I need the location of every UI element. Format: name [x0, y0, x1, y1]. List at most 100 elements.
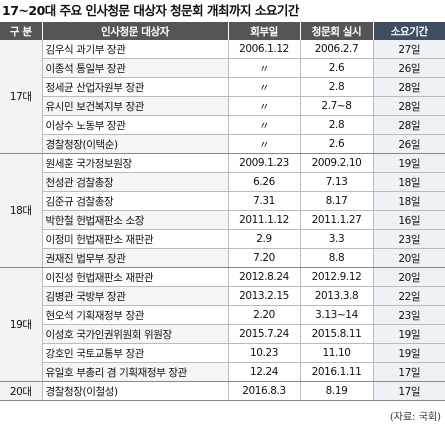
duration: 22일: [373, 286, 445, 306]
date: 7.31: [228, 191, 301, 211]
nominee: 경찰청장(이택순): [42, 134, 229, 154]
table-row: 이정미 헌법재판소 재판관 2.9 3.3 23일: [0, 229, 445, 249]
duration: 28일: [373, 115, 445, 135]
date: 2.9: [228, 229, 301, 249]
date: 2013.3.8: [300, 286, 374, 306]
date: 〃: [228, 115, 301, 135]
date: 〃: [228, 96, 301, 116]
column-header: 회부일: [228, 22, 301, 40]
table-row: 이성호 국가인권위원회 위원장 2015.7.24 2015.8.11 19일: [0, 324, 445, 344]
column-header: 소요기간: [373, 22, 445, 40]
table-row: 이종석 통일부 장관 〃 2.6 26일: [0, 58, 445, 78]
date: 2011.1.12: [228, 210, 301, 230]
date: 〃: [228, 134, 301, 154]
duration: 18일: [373, 172, 445, 192]
table-row: 경찰청장(이택순) 〃 2.6 26일: [0, 134, 445, 154]
date: 12.24: [228, 362, 301, 382]
date: 6.26: [228, 172, 301, 192]
duration: 19일: [373, 343, 445, 363]
date: 2015.8.11: [300, 324, 374, 344]
column-header: 구 분: [0, 22, 43, 40]
date: 7.20: [228, 248, 301, 268]
nominee: 이성호 국가인권위원회 위원장: [42, 324, 229, 344]
header-row: 구 분 인사청문 대상자 회부일 청문회 실시 소요기간: [0, 22, 445, 40]
date: 3.3: [300, 229, 374, 249]
column-header: 인사청문 대상자: [42, 22, 229, 40]
date: 2.8: [300, 115, 374, 135]
date: 7.13: [300, 172, 374, 192]
date: 11.10: [300, 343, 374, 363]
duration: 19일: [373, 324, 445, 344]
table-row: 유시민 보건복지부 장관 〃 2.7~8 28일: [0, 96, 445, 116]
date: 8.19: [300, 381, 374, 401]
table-row: 유일호 부총리 겸 기획재정부 장관 12.24 2016.1.11 17일: [0, 362, 445, 382]
nominee: 현오석 기획재정부 장관: [42, 305, 229, 325]
nominee: 김준규 검찰총장: [42, 191, 229, 211]
date: 2011.1.27: [300, 210, 374, 230]
group-label: 17대: [0, 40, 43, 154]
date: 2.8: [300, 77, 374, 97]
nominee: 이상수 노동부 장관: [42, 115, 229, 135]
duration: 26일: [373, 134, 445, 154]
duration: 20일: [373, 248, 445, 268]
date: 2016.8.3: [228, 381, 301, 401]
date: 2012.8.24: [228, 267, 301, 287]
date: 2009.2.10: [300, 153, 374, 173]
date: 2.20: [228, 305, 301, 325]
date: 2009.1.23: [228, 153, 301, 173]
duration: 19일: [373, 153, 445, 173]
table-row: 박한철 헌법재판소 소장 2011.1.12 2011.1.27 16일: [0, 210, 445, 230]
nominee: 권재진 법무부 장관: [42, 248, 229, 268]
date: 8.8: [300, 248, 374, 268]
title: 17~20대 주요 인사청문 대상자 청문회 개최까지 소요기간: [2, 3, 299, 18]
date: 〃: [228, 77, 301, 97]
date: 3.13~14: [300, 305, 374, 325]
table-row: 강호인 국토교통부 장관 10.23 11.10 19일: [0, 343, 445, 363]
nominee: 정세균 산업자원부 장관: [42, 77, 229, 97]
nominee: 원세훈 국가정보원장: [42, 153, 229, 173]
table-row: 19대 이진성 헌법재판소 재판관 2012.8.24 2012.9.12 20일: [0, 267, 445, 382]
table-row: 17대 김우식 과기부 장관 2006.1.12 2006.2.7 27일: [0, 40, 445, 154]
duration: 28일: [373, 77, 445, 97]
duration: 26일: [373, 58, 445, 78]
group-label: 19대: [0, 267, 43, 382]
table-row: 정세균 산업자원부 장관 〃 2.8 28일: [0, 77, 445, 97]
column-header: 청문회 실시: [300, 22, 374, 40]
table-row: 현오석 기획재정부 장관 2.20 3.13~14 23일: [0, 305, 445, 325]
duration: 27일: [373, 40, 445, 59]
date: 2.6: [300, 58, 374, 78]
date: 2.7~8: [300, 96, 374, 116]
nominee: 이정미 헌법재판소 재판관: [42, 229, 229, 249]
nominee: 이종석 통일부 장관: [42, 58, 229, 78]
date: 2006.1.12: [228, 40, 301, 59]
source: (자료: 국회): [389, 412, 441, 423]
table-row: 이상수 노동부 장관 〃 2.8 28일: [0, 115, 445, 135]
nominee: 강호인 국토교통부 장관: [42, 343, 229, 363]
table-row: 20대 경찰청장(이철성) 2016.8.3 8.19 17일: [0, 381, 445, 401]
duration: 23일: [373, 305, 445, 325]
date: 2.6: [300, 134, 374, 154]
nominee: 박한철 헌법재판소 소장: [42, 210, 229, 230]
group-label: 20대: [0, 381, 43, 401]
date: 2015.7.24: [228, 324, 301, 344]
date: 10.23: [228, 343, 301, 363]
date: 2013.2.15: [228, 286, 301, 306]
date: 〃: [228, 58, 301, 78]
duration: 16일: [373, 210, 445, 230]
nominee: 이진성 헌법재판소 재판관: [42, 267, 229, 287]
nominee: 김우식 과기부 장관: [42, 40, 229, 59]
table-row: 18대 원세훈 국가정보원장 2009.1.23 2009.2.10 19일: [0, 153, 445, 268]
table-body: 17대 김우식 과기부 장관 2006.1.12 2006.2.7 27일 이종석 통일부…: [0, 40, 445, 401]
nominee: 경찰청장(이철성): [42, 381, 229, 401]
group-label: 18대: [0, 153, 43, 268]
date: 2012.9.12: [300, 267, 374, 287]
table-row: 김병관 국방부 장관 2013.2.15 2013.3.8 22일: [0, 286, 445, 306]
duration: 18일: [373, 191, 445, 211]
table: 구 분 인사청문 대상자 회부일 청문회 실시 소요기간 17대 김우식 과기부 장관 20…: [0, 22, 445, 401]
duration: 23일: [373, 229, 445, 249]
duration: 17일: [373, 381, 445, 401]
table-row: 김준규 검찰총장 7.31 8.17 18일: [0, 191, 445, 211]
nominee: 김병관 국방부 장관: [42, 286, 229, 306]
nominee: 천성관 검찰총장: [42, 172, 229, 192]
